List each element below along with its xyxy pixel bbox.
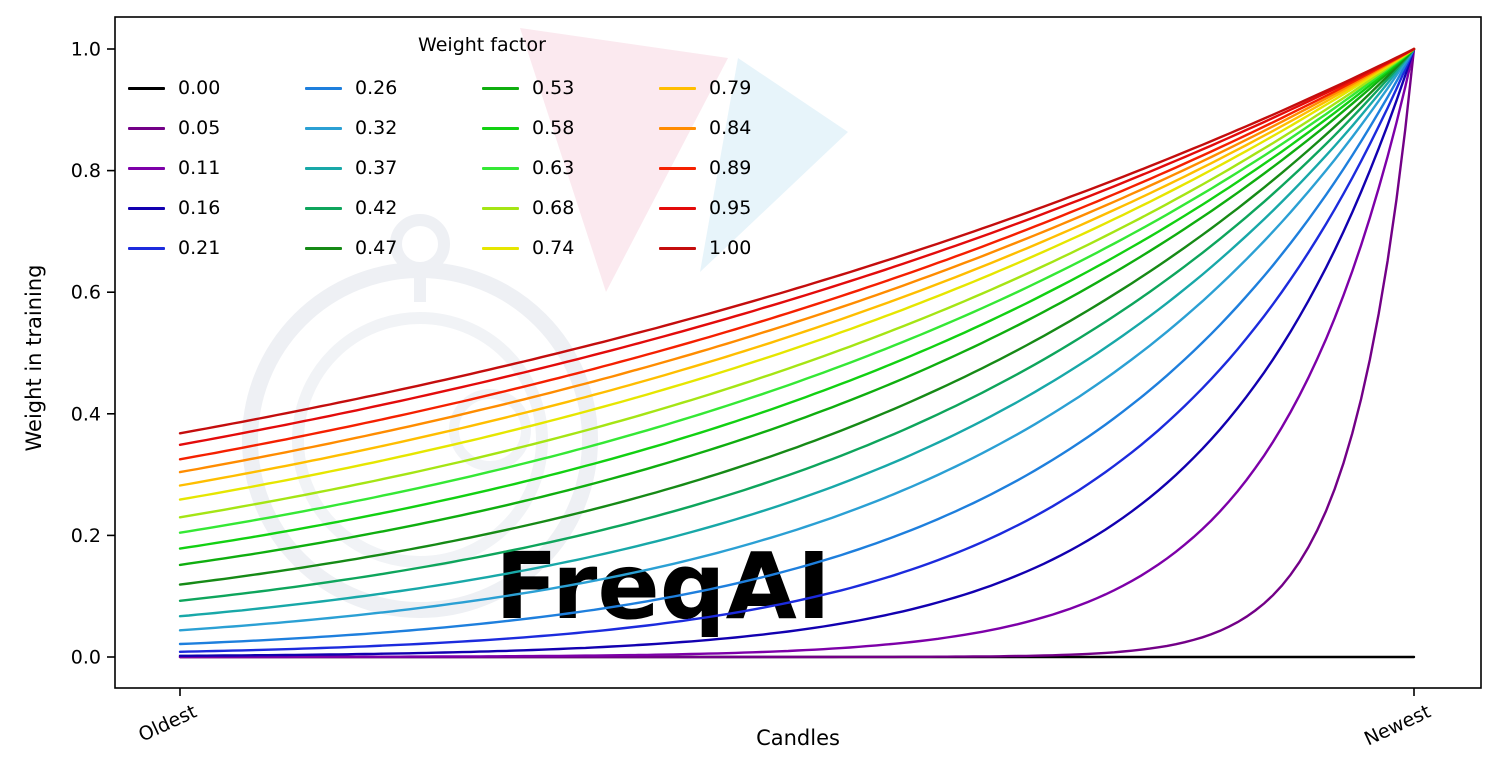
legend-item: 0.53 — [482, 77, 659, 99]
axes-box — [114, 16, 1482, 689]
legend-label: 1.00 — [709, 237, 752, 259]
legend-line-swatch — [659, 246, 696, 250]
legend-label: 0.26 — [355, 77, 398, 99]
watermark-text: FreqAI — [495, 533, 831, 640]
curve-0.74 — [178, 47, 1416, 501]
y-tick-label: 1.0 — [71, 39, 101, 61]
legend-item: 0.89 — [659, 157, 836, 179]
legend-line-swatch — [128, 246, 165, 250]
curve-1.00 — [178, 47, 1416, 435]
legend-label: 0.89 — [709, 157, 752, 179]
legend-label: 0.68 — [532, 197, 575, 219]
legend-label: 0.00 — [178, 77, 221, 99]
y-tick-label: 0.6 — [71, 282, 101, 304]
x-axis-label: Candles — [756, 726, 840, 750]
legend-title: Weight factor — [418, 34, 546, 56]
y-tick-label: 0.2 — [71, 525, 101, 547]
legend-line-swatch — [128, 166, 165, 170]
legend-label: 0.63 — [532, 157, 575, 179]
y-tick-label: 0.8 — [71, 160, 101, 182]
curve-0.47 — [178, 47, 1416, 586]
legend-item: 0.47 — [305, 237, 482, 259]
legend-line-swatch — [128, 206, 165, 210]
legend-label: 0.84 — [709, 117, 752, 139]
legend-label: 0.21 — [178, 237, 221, 259]
legend-line-swatch — [659, 126, 696, 130]
y-axis-label: Weight in training — [22, 264, 46, 452]
curve-0.16 — [178, 47, 1416, 657]
curve-0.58 — [178, 47, 1416, 550]
legend-line-swatch — [305, 126, 342, 130]
legend-label: 0.05 — [178, 117, 221, 139]
legend-item: 0.58 — [482, 117, 659, 139]
legend-item: 0.79 — [659, 77, 836, 99]
legend-item: 0.74 — [482, 237, 659, 259]
legend: Weight factor 0.00 0.05 0.11 0.16 0.21 0.26 0.… — [128, 34, 836, 268]
freqai-watermark: FreqAI — [242, 28, 848, 640]
legend-label: 0.79 — [709, 77, 752, 99]
legend-line-swatch — [482, 206, 519, 210]
watermark-emblem-inner — [292, 312, 548, 568]
legend-label: 0.16 — [178, 197, 221, 219]
y-tick-label: 0.0 — [71, 647, 101, 669]
legend-item: 0.37 — [305, 157, 482, 179]
legend-item: 0.42 — [305, 197, 482, 219]
legend-label: 0.47 — [355, 237, 398, 259]
legend-line-swatch — [482, 246, 519, 250]
legend-item: 0.05 — [128, 117, 305, 139]
legend-label: 0.74 — [532, 237, 575, 259]
legend-item: 0.11 — [128, 157, 305, 179]
curve-0.37 — [178, 47, 1416, 618]
curve-0.89 — [178, 47, 1416, 461]
curve-0.84 — [178, 47, 1416, 474]
curve-0.42 — [178, 47, 1416, 602]
curve-0.79 — [178, 47, 1416, 487]
curve-0.63 — [178, 47, 1416, 534]
watermark-petal-blue — [700, 58, 848, 272]
legend-item: 0.26 — [305, 77, 482, 99]
curve-0.11 — [178, 47, 1416, 659]
legend-item: 0.63 — [482, 157, 659, 179]
curve-0.68 — [178, 47, 1416, 519]
legend-line-swatch — [659, 166, 696, 170]
legend-line-swatch — [305, 206, 342, 210]
legend-label: 0.37 — [355, 157, 398, 179]
legend-line-swatch — [305, 86, 342, 90]
legend-label: 0.95 — [709, 197, 752, 219]
legend-item: 0.84 — [659, 117, 836, 139]
legend-item: 0.21 — [128, 237, 305, 259]
legend-line-swatch — [659, 206, 696, 210]
legend-line-swatch — [305, 246, 342, 250]
legend-line-swatch — [128, 86, 165, 90]
legend-line-swatch — [128, 126, 165, 130]
legend-item: 0.16 — [128, 197, 305, 219]
legend-item: 0.00 — [128, 77, 305, 99]
legend-line-swatch — [482, 86, 519, 90]
legend-line-swatch — [305, 166, 342, 170]
legend-item: 0.95 — [659, 197, 836, 219]
legend-label: 0.58 — [532, 117, 575, 139]
y-tick-label: 0.4 — [71, 403, 101, 425]
legend-item: 0.32 — [305, 117, 482, 139]
legend-line-swatch — [659, 86, 696, 90]
legend-label: 0.32 — [355, 117, 398, 139]
legend-line-swatch — [482, 126, 519, 130]
legend-label: 0.53 — [532, 77, 575, 99]
curve-0.26 — [178, 47, 1416, 646]
legend-item: 1.00 — [659, 237, 836, 259]
curve-0.53 — [178, 47, 1416, 567]
legend-grid: 0.00 0.05 0.11 0.16 0.21 0.26 0.32 0.37 0.42 0.47… — [128, 68, 836, 268]
legend-label: 0.42 — [355, 197, 398, 219]
curve-0.95 — [178, 47, 1416, 446]
curve-0.32 — [178, 47, 1416, 632]
watermark-petal-pink — [520, 28, 728, 292]
legend-line-swatch — [482, 166, 519, 170]
legend-label: 0.11 — [178, 157, 221, 179]
legend-item: 0.68 — [482, 197, 659, 219]
curve-0.21 — [178, 47, 1416, 653]
